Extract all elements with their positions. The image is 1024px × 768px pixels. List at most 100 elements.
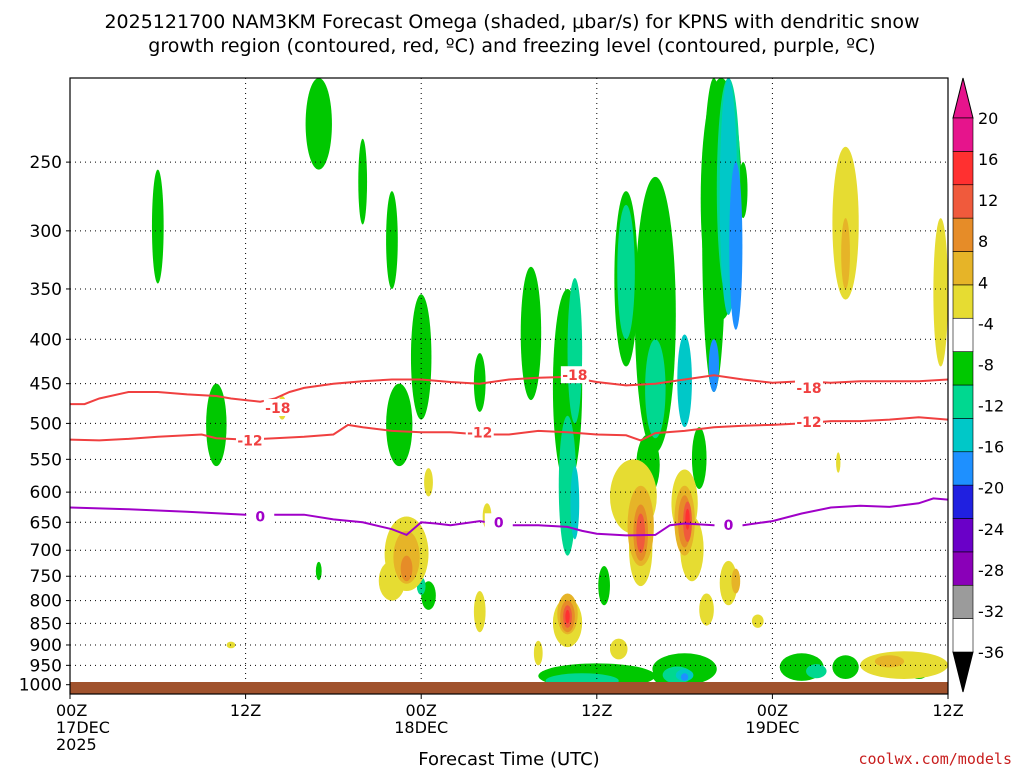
omega-shade-blob: [691, 427, 707, 489]
omega-shade-blob: [708, 339, 719, 392]
contour-label: -12: [237, 433, 262, 449]
omega-shade-blob: [305, 78, 332, 170]
colorbar-label: -12: [978, 397, 1004, 416]
y-tick-label: 750: [30, 567, 62, 587]
omega-shade-blob: [400, 555, 413, 582]
x-tick-label: 00Z: [406, 701, 437, 720]
omega-shade-blob: [841, 218, 850, 289]
y-tick-label: 300: [30, 222, 62, 242]
colorbar-cell: [952, 451, 974, 486]
omega-shade-blob: [806, 664, 827, 679]
omega-shade-blob: [424, 468, 433, 497]
x-tick-label: 00Z: [56, 701, 87, 720]
y-tick-label: 350: [30, 280, 62, 300]
colorbar-label: -8: [978, 355, 994, 374]
colorbar-cell: [952, 117, 974, 152]
omega-shade-blob: [677, 334, 692, 428]
colorbar-label: -28: [978, 561, 1004, 580]
omega-shade-blob: [731, 568, 741, 594]
y-tick-label: 400: [30, 330, 62, 350]
contour-label-bg: [714, 516, 743, 534]
colorbar-label: 12: [978, 191, 998, 210]
omega-shade-blob: [645, 339, 666, 439]
omega-shade-blob: [567, 278, 583, 424]
x-tick-label: 12Z: [932, 701, 963, 720]
colorbar-cell: [952, 651, 974, 693]
colorbar-cell: [952, 184, 974, 219]
y-tick-label: 700: [30, 541, 62, 561]
contour-label: -18: [796, 381, 821, 397]
colorbar-cell: [952, 351, 974, 386]
omega-shade-blob: [473, 353, 486, 412]
omega-shade-blob: [386, 383, 413, 467]
omega-shade-blob: [680, 673, 689, 681]
colorbar-cell: [952, 551, 974, 586]
omega-shade-blob: [617, 204, 635, 340]
terrain-ground: [70, 682, 948, 694]
colorbar-cell: [952, 251, 974, 286]
colorbar-cell: [952, 77, 974, 119]
omega-shade-blob: [386, 191, 398, 289]
colorbar-cell: [952, 151, 974, 186]
temperature-contours: -18-18-18-12-12-120 0 0: [70, 366, 948, 537]
omega-shade-blob: [860, 651, 948, 679]
colorbar-label: -20: [978, 479, 1004, 498]
omega-shade-blob: [729, 162, 743, 330]
omega-shade-blob: [598, 566, 610, 606]
x-tick-label: 00Z: [757, 701, 788, 720]
omega-shade-blob: [533, 640, 543, 666]
credit-text: coolwx.com/models: [858, 750, 1012, 768]
omega-shade-blob: [565, 609, 570, 624]
chart-title-line2: growth region (contoured, red, ºC) and f…: [148, 35, 875, 57]
omega-shade-blob: [874, 655, 905, 668]
omega-shade-blob: [751, 614, 764, 628]
contour-label: -12: [796, 415, 821, 431]
colorbar-cell: [952, 584, 974, 619]
y-tick-label: 950: [30, 656, 62, 676]
y-tick-label: 550: [30, 450, 62, 470]
colorbar-label: -32: [978, 602, 1004, 621]
x-tick-label: 2025: [56, 735, 97, 754]
contour-label-bg: [263, 399, 292, 417]
x-axis-label: Forecast Time (UTC): [418, 749, 599, 768]
contour-label-bg: [794, 412, 823, 430]
colorbar-label: -16: [978, 438, 1004, 457]
y-tick-label: 600: [30, 483, 62, 503]
colorbar-cell: [952, 618, 974, 653]
contour-label-bg: [794, 378, 823, 396]
colorbar-label: 16: [978, 150, 998, 169]
x-tick-label: 18DEC: [394, 718, 448, 737]
y-tick-label: 650: [30, 513, 62, 533]
omega-shade-blob: [699, 593, 714, 626]
x-tick-label: 19DEC: [745, 718, 799, 737]
omega-shade-blob: [206, 383, 227, 467]
colorbar-label: -4: [978, 314, 994, 333]
contour-label-bg: [246, 507, 275, 525]
y-tick-label: 900: [30, 636, 62, 656]
contour-label-bg: [560, 366, 589, 384]
colorbar-cell: [952, 217, 974, 252]
omega-shade-blob: [933, 218, 948, 367]
contour-line: [70, 374, 948, 406]
omega-shade-blob: [832, 655, 859, 679]
omega-shade-blob: [570, 466, 580, 540]
colorbar-label: -36: [978, 643, 1004, 662]
colorbar-cell: [952, 484, 974, 519]
y-tick-label: 500: [30, 414, 62, 434]
omega-shade-blob: [520, 266, 542, 401]
contour-label: -18: [562, 368, 587, 384]
contour-label-bg: [235, 431, 264, 449]
omega-shade-blob: [685, 508, 690, 530]
colorbar: -36 -32 -28 -24 -20 -16 -12 -8 -4 4 8 12 16 20: [952, 77, 1004, 693]
colorbar-label: -24: [978, 520, 1004, 539]
colorbar-cell: [952, 518, 974, 553]
omega-shade-blob: [836, 452, 841, 473]
y-tick-label: 250: [30, 153, 62, 173]
omega-shade-blob: [636, 513, 646, 553]
x-tick-label: 12Z: [581, 701, 612, 720]
contour-label: -12: [467, 425, 492, 441]
omega-shade-blob: [315, 561, 322, 581]
contour-line: [70, 416, 948, 442]
contour-label: -18: [265, 401, 290, 417]
